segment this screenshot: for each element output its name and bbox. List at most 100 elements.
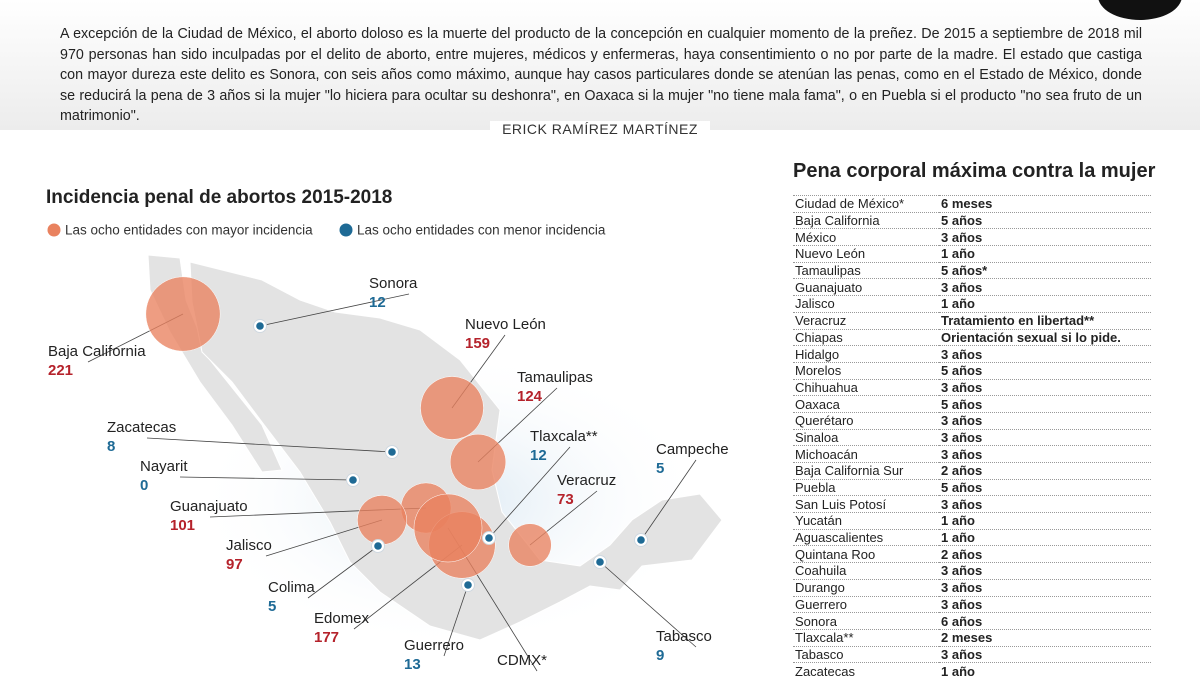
table-row: Tamaulipas 5 años*: [793, 261, 1151, 279]
penalty: 1 año: [939, 528, 1151, 546]
penalty: 3 años: [939, 445, 1151, 463]
legend-swatch: [47, 223, 61, 237]
state: Oaxaca: [793, 395, 939, 413]
table-row: Guanajuato 3 años: [793, 278, 1151, 296]
penalty-table: Ciudad de México* 6 meses Baja California 5…: [793, 195, 1151, 679]
dot: [464, 581, 472, 589]
table-row: Nuevo León 1 año: [793, 245, 1151, 263]
penalty: 3 años: [939, 562, 1151, 580]
header-band: [0, 0, 1200, 130]
penalty: Orientación sexual si lo pide.: [939, 328, 1151, 346]
table-row: Quintana Roo 2 años: [793, 545, 1151, 563]
leader-line: [488, 446, 571, 539]
table-row: Durango 3 años: [793, 578, 1151, 596]
map-title: Incidencia penal de abortos 2015-2018: [46, 187, 392, 208]
table-row: Yucatán 1 año: [793, 512, 1151, 530]
state: Puebla: [793, 478, 939, 496]
penalty: 3 años: [939, 645, 1151, 663]
state: Sinaloa: [793, 428, 939, 446]
table-row: Jalisco 1 año: [793, 295, 1151, 313]
penalty: 3 años: [939, 345, 1151, 363]
penalty: 3 años: [939, 495, 1151, 513]
table-row: Hidalgo 3 años: [793, 345, 1151, 363]
table-row: Sinaloa 3 años: [793, 428, 1151, 446]
penalty: 3 años: [939, 411, 1151, 430]
entity-name: Baja California: [48, 343, 146, 360]
table-row: Baja California Sur 2 años: [793, 462, 1151, 480]
state: Tamaulipas: [793, 261, 939, 279]
entity-value: 0: [140, 477, 148, 494]
state: Jalisco: [793, 295, 939, 313]
penalty: 1 año: [939, 662, 1151, 679]
dot: [388, 448, 396, 456]
state: Baja California Sur: [793, 462, 939, 480]
leader-line: [443, 584, 469, 657]
entity-value: 9: [656, 647, 664, 664]
entity-value: 13: [404, 656, 421, 673]
table-title: Pena corporal máxima contra la mujer: [793, 160, 1156, 182]
penalty: 5 años*: [939, 261, 1151, 279]
state: Quintana Roo: [793, 545, 939, 563]
state: Tlaxcala**: [793, 628, 939, 647]
penalty: 1 año: [939, 245, 1151, 263]
entity-name: Tlaxcala**: [530, 428, 598, 445]
entity-value: 101: [170, 517, 195, 534]
leader-line: [599, 561, 697, 648]
table-row: Querétaro 3 años: [793, 411, 1151, 430]
state: México: [793, 228, 939, 246]
entity-value: 97: [226, 556, 243, 573]
table-row: Aguascalientes 1 año: [793, 528, 1151, 546]
table-row: Zacatecas 1 año: [793, 662, 1151, 679]
dot: [596, 558, 604, 566]
penalty: 3 años: [939, 278, 1151, 296]
state: Aguascalientes: [793, 528, 939, 546]
state: Michoacán: [793, 445, 939, 463]
dot: [349, 476, 357, 484]
penalty: 2 años: [939, 545, 1151, 563]
legend-label: Las ocho entidades con mayor incidencia: [65, 223, 313, 238]
dot: [485, 534, 493, 542]
table-row: Guerrero 3 años: [793, 595, 1151, 613]
entity-name: Guanajuato: [170, 498, 248, 515]
entity-name: Guerrero: [404, 637, 464, 654]
entity-name: Veracruz: [557, 472, 616, 489]
entity-name: Jalisco: [226, 537, 272, 554]
state: Ciudad de México*: [793, 195, 939, 213]
state: Tabasco: [793, 645, 939, 663]
bubble: [449, 433, 507, 491]
legend-label: Las ocho entidades con menor incidencia: [357, 223, 606, 238]
leader-line: [146, 437, 393, 453]
bubble: [420, 376, 484, 440]
dot: [374, 542, 382, 550]
leader-line: [640, 459, 697, 541]
state: Querétaro: [793, 411, 939, 430]
penalty: 3 años: [939, 595, 1151, 613]
entity-value: 12: [369, 294, 386, 311]
penalty: 1 año: [939, 295, 1151, 313]
penalty: 5 años: [939, 361, 1151, 380]
state: Coahuila: [793, 562, 939, 580]
penalty: Tratamiento en libertad**: [939, 311, 1151, 329]
intro: A excepción de la Ciudad de México, el a…: [60, 26, 1142, 124]
entity-name: Edomex: [314, 610, 370, 627]
state: San Luis Potosí: [793, 495, 939, 513]
entity-value: 73: [557, 491, 574, 508]
leader-line: [259, 293, 410, 327]
entity-value: 159: [465, 335, 490, 352]
entity-name: Campeche: [656, 441, 729, 458]
table-row: Chiapas Orientación sexual si lo pide.: [793, 328, 1151, 346]
table-row: Morelos 5 años: [793, 361, 1151, 380]
dot: [256, 322, 264, 330]
entity-value: 12: [530, 447, 547, 464]
entity-name: Sonora: [369, 275, 418, 292]
entity-value: 5: [268, 598, 276, 615]
table-row: Coahuila 3 años: [793, 562, 1151, 580]
entity-name: Zacatecas: [107, 419, 176, 436]
table-row: San Luis Potosí 3 años: [793, 495, 1151, 513]
entity-value: 5: [656, 460, 664, 477]
state: Hidalgo: [793, 345, 939, 363]
legend-swatch: [339, 223, 353, 237]
state: Baja California: [793, 211, 939, 229]
penalty: 1 año: [939, 512, 1151, 530]
